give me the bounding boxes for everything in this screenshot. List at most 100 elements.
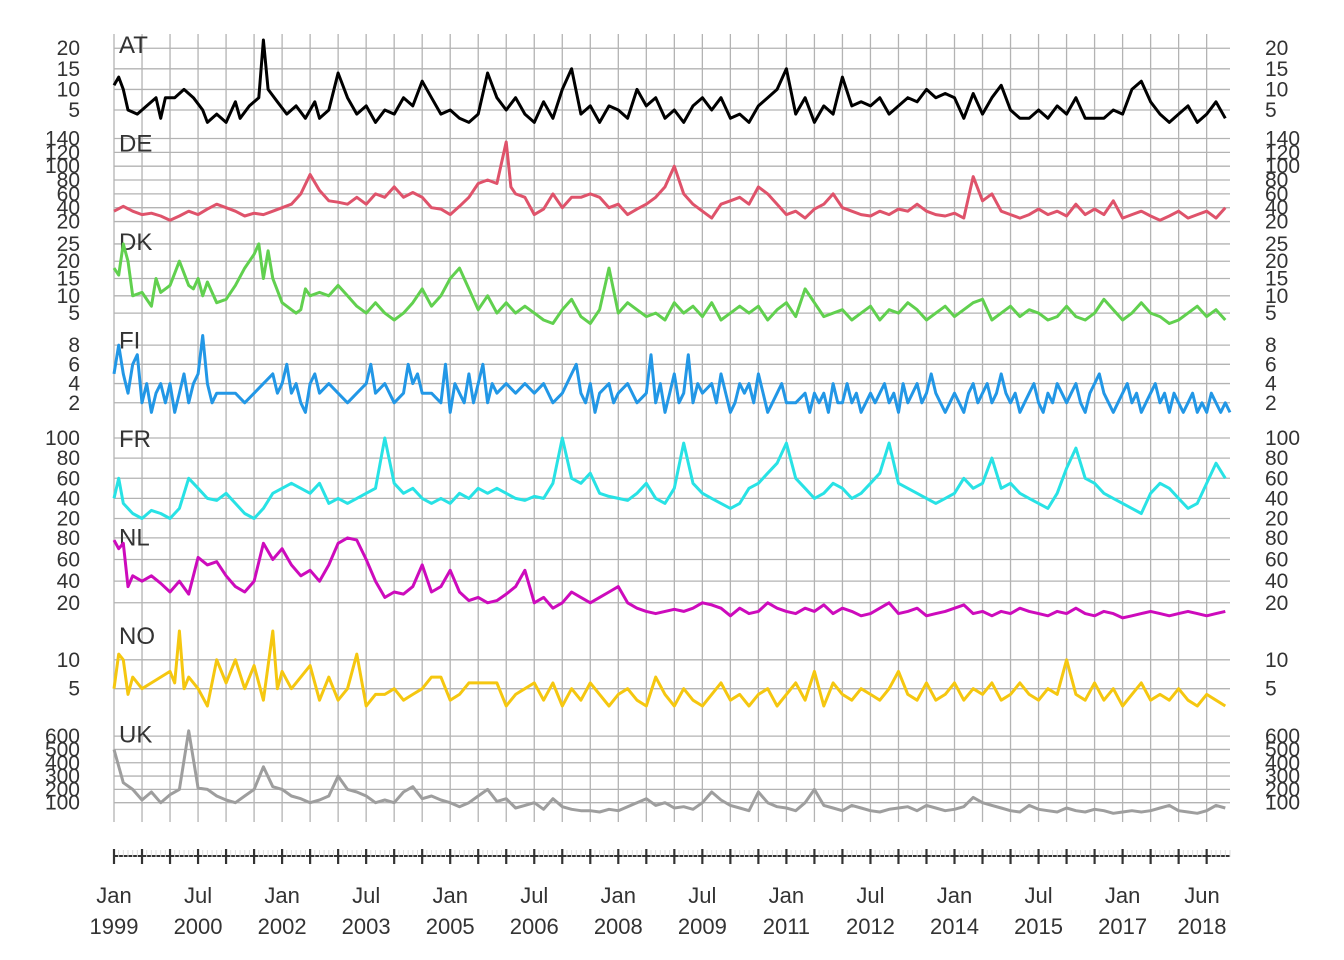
x-tick-label-year: 2002 bbox=[258, 914, 307, 939]
x-tick-label-month: Jul bbox=[1024, 883, 1052, 908]
x-tick-label-year: 2003 bbox=[342, 914, 391, 939]
y-tick-label-right: 60 bbox=[1265, 549, 1288, 572]
y-tick-label-right: 80 bbox=[1265, 169, 1288, 192]
series-line-nl bbox=[112, 536, 1226, 620]
x-tick-label-month: Jan bbox=[937, 883, 972, 908]
y-tick-label-right: 5 bbox=[1265, 678, 1277, 701]
y-tick-label-left: 10 bbox=[57, 78, 80, 101]
panel-grid-fi bbox=[113, 329, 1230, 428]
y-tick-label-right: 140 bbox=[1265, 128, 1300, 151]
x-tick-label-year: 2006 bbox=[510, 914, 559, 939]
y-tick-label-left: 15 bbox=[57, 58, 80, 81]
x-tick-label-month: Jan bbox=[264, 883, 299, 908]
y-tick-label-right: 2 bbox=[1265, 392, 1277, 415]
y-tick-label-left: 400 bbox=[45, 752, 80, 775]
y-tick-label-left: 10 bbox=[57, 285, 80, 308]
y-tick-label-right: 400 bbox=[1265, 752, 1300, 775]
y-tick-label-right: 600 bbox=[1265, 725, 1300, 748]
series-line-uk bbox=[112, 729, 1226, 815]
x-tick-label-month: Jul bbox=[856, 883, 884, 908]
x-tick-label-month: Jan bbox=[432, 883, 467, 908]
panel-grid-dk bbox=[113, 231, 1230, 330]
x-tick-label-year: 2017 bbox=[1098, 914, 1147, 939]
series-line-no bbox=[112, 629, 1227, 708]
y-tick-label-right: 25 bbox=[1265, 233, 1288, 256]
x-tick-label-month: Jan bbox=[601, 883, 636, 908]
x-tick-label-year: 1999 bbox=[90, 914, 139, 939]
y-tick-label-left: 5 bbox=[68, 302, 80, 325]
y-tick-label-right: 500 bbox=[1265, 738, 1300, 761]
y-tick-label-left: 80 bbox=[57, 447, 80, 470]
y-tick-label-left: 5 bbox=[68, 99, 80, 122]
panel-label-fr: FR bbox=[119, 426, 151, 453]
x-tick-label-year: 2014 bbox=[930, 914, 979, 939]
panel-fi: 2 24 46 68 8FI bbox=[68, 328, 1277, 428]
y-tick-label-left: 500 bbox=[45, 738, 80, 761]
series-line-fr bbox=[112, 436, 1227, 520]
series-line-fi bbox=[112, 334, 1232, 414]
x-tick-label-month: Jan bbox=[769, 883, 804, 908]
y-tick-label-left: 80 bbox=[57, 527, 80, 550]
y-tick-label-left: 120 bbox=[45, 141, 80, 164]
x-tick-label-month: Jan bbox=[1105, 883, 1140, 908]
y-tick-label-left: 60 bbox=[57, 183, 80, 206]
panel-label-fi: FI bbox=[119, 328, 140, 355]
y-tick-label-left: 100 bbox=[45, 155, 80, 178]
y-tick-label-right: 100 bbox=[1265, 792, 1300, 815]
y-tick-label-left: 20 bbox=[57, 507, 80, 530]
x-tick-label-month: Jun bbox=[1184, 883, 1219, 908]
y-tick-label-right: 120 bbox=[1265, 141, 1300, 164]
y-tick-label-right: 80 bbox=[1265, 527, 1288, 550]
y-tick-label-right: 300 bbox=[1265, 765, 1300, 788]
x-tick-label-year: 2015 bbox=[1014, 914, 1063, 939]
x-tick-label-month: Jan bbox=[96, 883, 131, 908]
y-tick-label-left: 6 bbox=[68, 353, 80, 376]
y-tick-label-right: 20 bbox=[1265, 250, 1288, 273]
y-tick-label-left: 140 bbox=[45, 128, 80, 151]
y-tick-label-right: 20 bbox=[1265, 37, 1288, 60]
y-tick-label-right: 60 bbox=[1265, 467, 1288, 490]
y-tick-label-right: 8 bbox=[1265, 334, 1277, 357]
y-tick-label-left: 20 bbox=[57, 37, 80, 60]
series-line-de bbox=[113, 140, 1227, 222]
y-tick-label-right: 5 bbox=[1265, 302, 1277, 325]
y-tick-label-left: 300 bbox=[45, 765, 80, 788]
y-tick-label-left: 200 bbox=[45, 778, 80, 801]
panel-label-de: DE bbox=[119, 131, 152, 158]
panel-grid-nl bbox=[113, 526, 1230, 625]
y-tick-label-left: 20 bbox=[57, 250, 80, 273]
y-tick-label-right: 5 bbox=[1265, 99, 1277, 122]
x-tick-label-year: 2009 bbox=[678, 914, 727, 939]
y-tick-label-right: 15 bbox=[1265, 58, 1288, 81]
y-tick-label-left: 20 bbox=[57, 211, 80, 234]
y-tick-label-left: 8 bbox=[68, 334, 80, 357]
y-tick-label-left: 20 bbox=[57, 592, 80, 615]
y-tick-label-right: 100 bbox=[1265, 155, 1300, 178]
x-tick-label-year: 2012 bbox=[846, 914, 895, 939]
y-tick-label-left: 15 bbox=[57, 268, 80, 291]
y-tick-label-right: 100 bbox=[1265, 427, 1300, 450]
y-tick-label-left: 100 bbox=[45, 792, 80, 815]
y-tick-label-right: 40 bbox=[1265, 197, 1288, 220]
panel-label-uk: UK bbox=[119, 722, 152, 749]
y-tick-label-right: 15 bbox=[1265, 268, 1288, 291]
y-tick-label-right: 200 bbox=[1265, 778, 1300, 801]
y-tick-label-left: 10 bbox=[57, 649, 80, 672]
y-tick-label-left: 100 bbox=[45, 427, 80, 450]
panel-label-at: AT bbox=[119, 32, 148, 59]
y-tick-label-right: 6 bbox=[1265, 353, 1277, 376]
panel-grid-uk bbox=[113, 723, 1230, 822]
panel-no: 5 5 10 10 NO bbox=[57, 623, 1288, 724]
y-tick-label-left: 40 bbox=[57, 197, 80, 220]
series-line-dk bbox=[112, 242, 1227, 325]
panel-grid-at bbox=[113, 34, 1230, 133]
x-tick-label-month: Jul bbox=[184, 883, 212, 908]
y-tick-label-right: 40 bbox=[1265, 570, 1288, 593]
y-tick-label-left: 60 bbox=[57, 549, 80, 572]
